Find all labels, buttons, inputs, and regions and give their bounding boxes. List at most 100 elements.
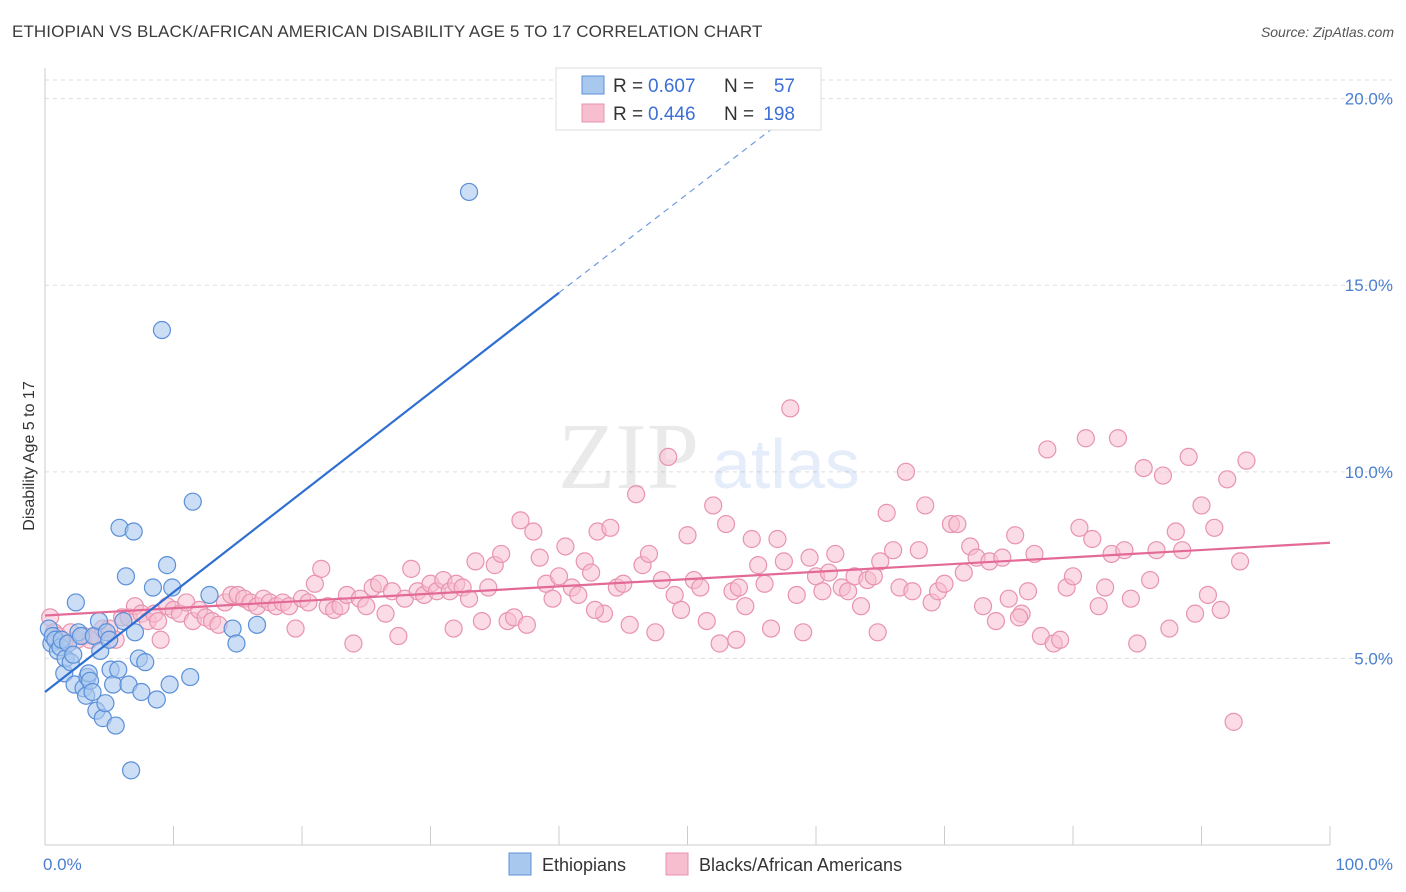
point-blacks (1147, 541, 1166, 560)
point-blacks (993, 548, 1012, 567)
point-blacks (376, 604, 395, 623)
point-blacks (851, 597, 871, 616)
point-blacks (794, 623, 813, 642)
point-blacks (286, 619, 305, 638)
point-blacks (1063, 567, 1083, 586)
legend-n-label-ethiopians: N = (724, 76, 754, 97)
page-title: ETHIOPIAN VS BLACK/AFRICAN AMERICAN DISA… (12, 22, 763, 41)
y-tick-label-5: 5.0% (1354, 649, 1393, 668)
point-blacks (768, 529, 787, 549)
point-blacks (710, 634, 729, 653)
point-blacks (727, 630, 746, 649)
point-ethiopians (160, 675, 179, 694)
point-blacks (524, 522, 543, 541)
point-blacks (479, 578, 498, 597)
trendline-blacks (44, 541, 1331, 617)
x-tick-label-min: 0.0% (43, 855, 82, 874)
point-blacks (1166, 522, 1185, 541)
point-blacks (472, 611, 491, 631)
point-ethiopians (200, 585, 219, 605)
point-blacks (742, 529, 761, 549)
point-blacks (444, 619, 463, 638)
point-blacks (948, 514, 967, 534)
legend-n-label-blacks: N = (724, 104, 754, 125)
point-blacks (151, 630, 170, 649)
point-ethiopians (227, 634, 246, 653)
point-ethiopians (132, 682, 151, 702)
point-blacks (1128, 634, 1147, 653)
point-blacks (1096, 578, 1115, 597)
point-blacks (716, 514, 736, 534)
trend-lines (44, 94, 1331, 693)
point-blacks (973, 597, 993, 616)
point-blacks (986, 611, 1006, 631)
point-blacks (813, 582, 832, 601)
point-blacks (312, 559, 331, 578)
trendline-ethiopians (44, 291, 560, 693)
point-blacks (549, 567, 569, 586)
point-blacks (916, 496, 935, 515)
point-blacks (736, 597, 755, 616)
point-blacks (1192, 496, 1211, 515)
point-ethiopians (64, 645, 83, 664)
point-ethiopians (136, 653, 155, 672)
point-blacks (1038, 440, 1057, 459)
point-blacks (402, 559, 421, 578)
point-blacks (1237, 451, 1256, 470)
point-blacks (626, 485, 646, 504)
point-blacks (1115, 541, 1134, 560)
point-blacks (1006, 526, 1025, 545)
point-blacks (678, 526, 697, 545)
point-ethiopians (223, 619, 242, 638)
point-blacks (620, 615, 639, 634)
point-blacks (1224, 712, 1243, 731)
point-blacks (1070, 518, 1089, 537)
legend-r-value-blacks: 0.446 (648, 104, 696, 125)
point-blacks (344, 634, 363, 653)
point-ethiopians (106, 716, 125, 735)
point-blacks (826, 544, 845, 564)
point-blacks (868, 623, 887, 642)
legend-n-value-blacks: 198 (763, 104, 795, 125)
legend-r-value-ethiopians: 0.607 (648, 76, 696, 97)
point-blacks (569, 585, 588, 605)
point-ethiopians (121, 761, 141, 780)
point-ethiopians (124, 522, 143, 541)
bottom-legend-label-ethiopians: Ethiopians (542, 855, 626, 875)
point-blacks (774, 552, 793, 571)
point-blacks (691, 578, 710, 597)
y-tick-label-20: 20.0% (1345, 90, 1393, 109)
point-ethiopians (109, 660, 128, 679)
point-blacks (819, 563, 838, 582)
point-blacks (883, 541, 903, 560)
point-blacks (1211, 600, 1230, 620)
point-blacks (530, 548, 549, 567)
point-blacks (1134, 458, 1153, 478)
point-blacks (299, 593, 318, 612)
point-blacks (1076, 429, 1095, 448)
point-blacks (1160, 619, 1179, 638)
point-blacks (935, 574, 954, 593)
point-blacks (787, 585, 806, 605)
point-ethiopians (116, 567, 136, 586)
point-blacks (357, 597, 376, 616)
point-blacks (1179, 447, 1198, 467)
point-blacks (704, 496, 723, 515)
point-blacks (601, 518, 620, 537)
point-blacks (903, 582, 922, 601)
point-blacks (1051, 630, 1070, 649)
point-blacks (697, 611, 716, 631)
point-blacks (954, 563, 973, 582)
point-blacks (543, 589, 562, 608)
legend-r-label-blacks: R = (613, 104, 643, 125)
point-blacks (761, 619, 781, 638)
point-blacks (1185, 604, 1205, 623)
watermark-atlas: atlas (712, 425, 860, 503)
point-blacks (1121, 589, 1140, 608)
point-blacks (1108, 429, 1128, 448)
point-blacks (659, 447, 678, 467)
point-blacks (556, 537, 575, 556)
point-blacks (671, 600, 691, 620)
x-tick-label-max: 100.0% (1335, 855, 1393, 874)
